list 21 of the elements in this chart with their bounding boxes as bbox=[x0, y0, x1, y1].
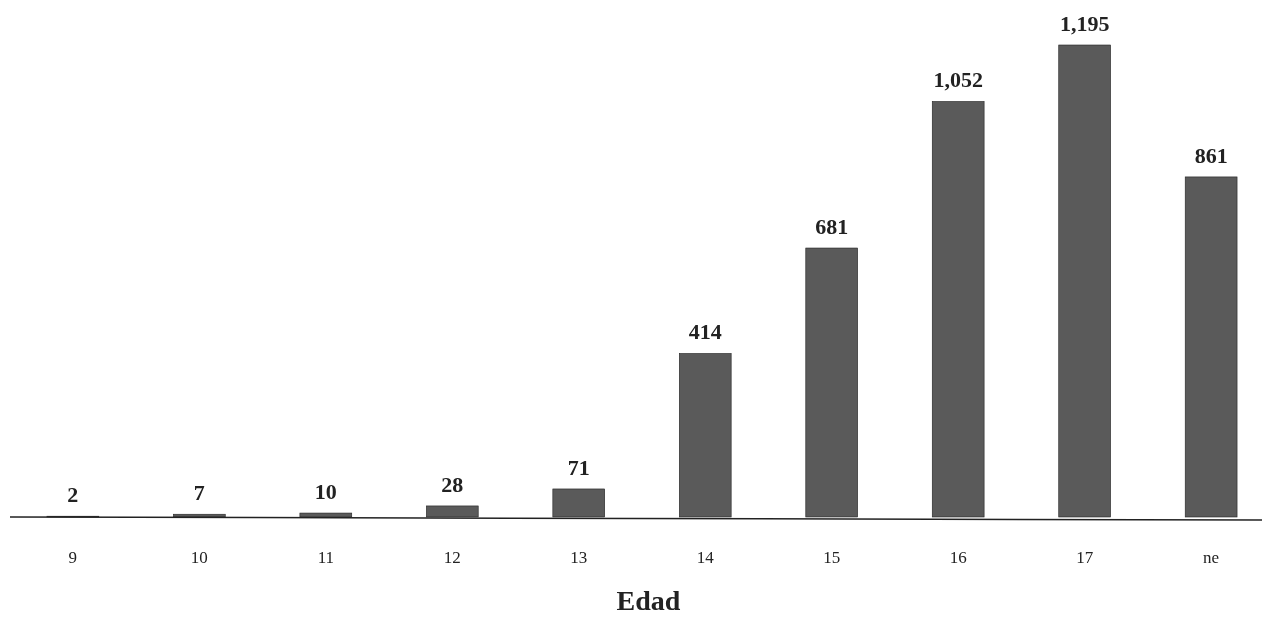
data-label: 414 bbox=[688, 319, 722, 345]
x-tick-label: 13 bbox=[570, 548, 588, 567]
data-label: 10 bbox=[314, 479, 337, 505]
x-tick-label: 16 bbox=[949, 548, 967, 567]
data-label: 71 bbox=[567, 454, 590, 480]
data-label: 7 bbox=[193, 480, 205, 506]
x-tick-label: 14 bbox=[696, 548, 715, 567]
data-label: 861 bbox=[1194, 142, 1228, 168]
x-tick-label: 15 bbox=[823, 548, 841, 567]
x-tick-label: 11 bbox=[317, 548, 334, 567]
x-tick-label: 10 bbox=[190, 548, 208, 567]
data-label: 1,195 bbox=[1059, 11, 1110, 36]
x-tick-label: ne bbox=[1203, 548, 1220, 567]
data-label: 1,052 bbox=[933, 67, 983, 93]
x-axis-title: Edad bbox=[616, 585, 681, 616]
data-label: 681 bbox=[815, 214, 849, 240]
data-label: 2 bbox=[67, 482, 79, 508]
data-label: 28 bbox=[441, 471, 464, 497]
x-tick-label: 12 bbox=[443, 548, 461, 567]
x-tick-label: 17 bbox=[1076, 548, 1094, 567]
x-tick-label: 9 bbox=[68, 548, 78, 567]
